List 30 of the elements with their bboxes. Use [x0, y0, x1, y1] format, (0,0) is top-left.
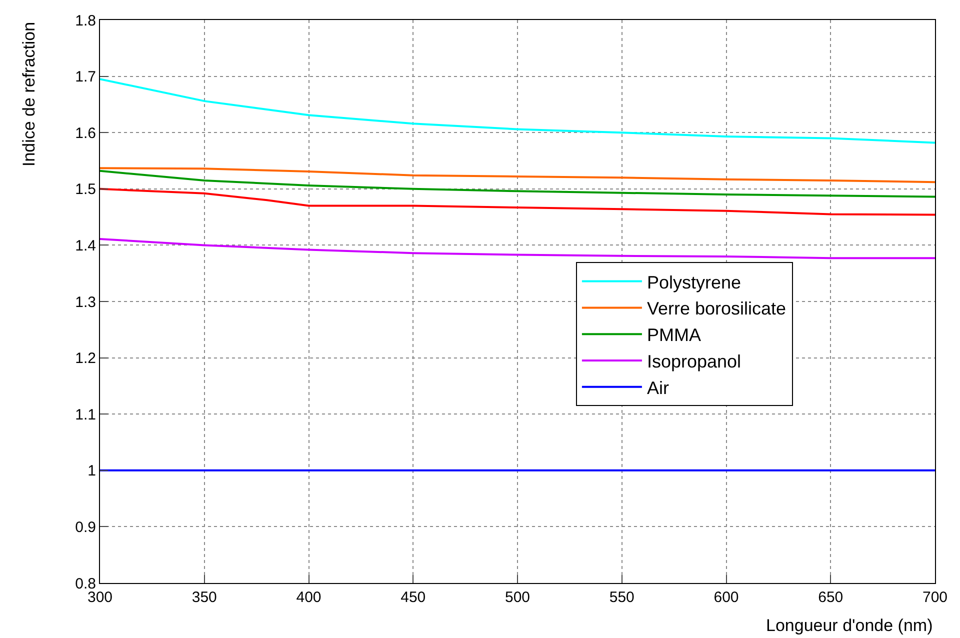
line-series — [100, 78, 935, 144]
y-tick-label: 1.1 — [75, 406, 96, 424]
y-tick-label: 1.7 — [75, 68, 96, 86]
legend-label: Air — [646, 378, 669, 398]
x-tick-label: 500 — [504, 589, 530, 606]
y-tick-label: 0.9 — [75, 518, 96, 536]
y-tick-label: 1.5 — [75, 181, 96, 198]
y-tick-label: 1 — [88, 462, 96, 480]
x-tick-label: 350 — [192, 589, 217, 606]
legend-label: Verre borosilicate — [646, 298, 786, 319]
legend-label: Isopropanol — [646, 352, 742, 372]
y-tick-label: 1.8 — [75, 12, 96, 30]
line-series — [100, 167, 935, 184]
x-axis-title: Longueur d'onde (nm) — [766, 616, 933, 635]
legend-label: Polystyrene — [646, 272, 741, 292]
x-tick-label: 400 — [296, 589, 322, 606]
y-tick-label: 1.6 — [75, 124, 96, 142]
line-series — [100, 188, 935, 216]
line-series — [100, 238, 935, 260]
x-tick-label: 700 — [922, 589, 948, 606]
x-tick-label: 450 — [400, 589, 426, 606]
x-tick-label: 600 — [714, 589, 739, 606]
legend-label: PMMA — [646, 325, 701, 346]
y-tick-label: 1.4 — [75, 237, 96, 254]
y-tick-label: 1.3 — [75, 294, 96, 311]
x-tick-label: 650 — [818, 589, 844, 606]
y-axis-title: Indice de refraction — [20, 22, 39, 167]
x-tick-label: 550 — [609, 589, 634, 606]
y-tick-label: 1.2 — [75, 350, 96, 368]
line-series — [100, 170, 935, 198]
